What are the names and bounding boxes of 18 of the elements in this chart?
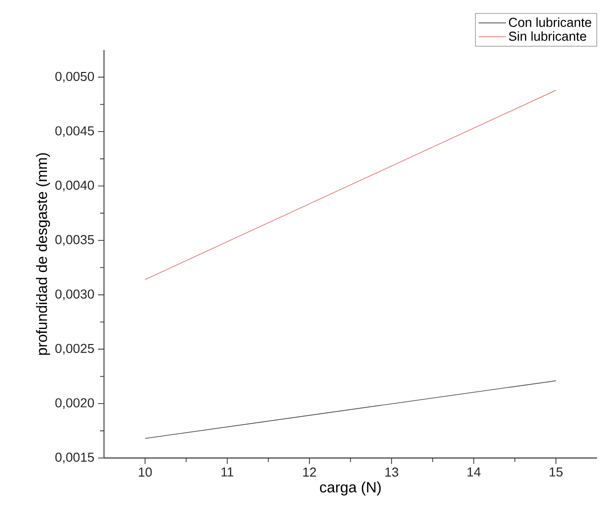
x-tick-label: 11: [222, 468, 234, 476]
x-tick-label: 12: [303, 468, 316, 477]
y-tick-label: 0,0045: [55, 126, 94, 137]
y-axis-title: profundidad de desgaste (mm): [36, 153, 50, 355]
x-axis-title: carga (N): [320, 482, 381, 496]
legend-label: Sin lubricante: [508, 31, 586, 41]
y-tick-label: 0,0040: [55, 180, 94, 192]
y-tick-label: 0,0035: [55, 235, 94, 246]
y-tick-label: 0,0050: [55, 72, 94, 83]
y-tick-label: 0,0020: [55, 398, 94, 409]
x-tick-label: 14: [468, 468, 481, 476]
x-tick-label: 13: [385, 468, 398, 477]
x-tick-label: 15: [550, 468, 563, 477]
y-tick-label: 0,0025: [55, 344, 94, 355]
legend-label: Con lubricante: [508, 17, 592, 27]
y-tick-label: 0,0015: [55, 452, 94, 464]
y-tick-label: 0,0030: [55, 289, 94, 300]
x-tick-label: 10: [138, 468, 152, 477]
